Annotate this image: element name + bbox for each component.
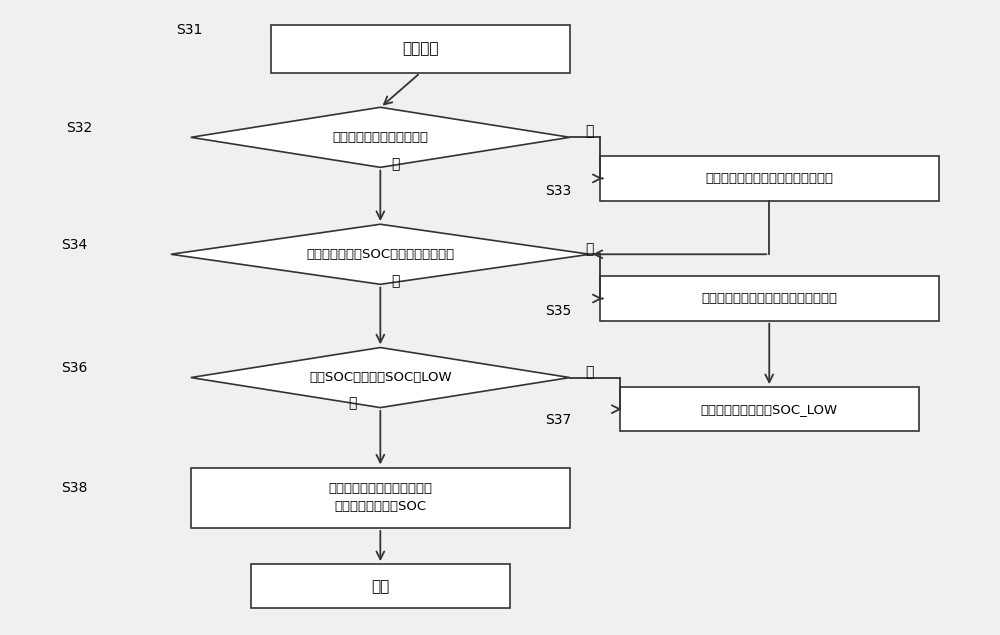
Text: 动力电池的当前SOC是否满足里程需求: 动力电池的当前SOC是否满足里程需求	[306, 248, 454, 261]
Bar	[251, 564, 510, 608]
Bar	[620, 387, 919, 431]
Text: 是: 是	[586, 242, 594, 256]
Text: 否: 否	[391, 274, 399, 288]
Text: 控制动力电池充电至SOC_LOW: 控制动力电池充电至SOC_LOW	[701, 403, 838, 416]
Bar	[191, 467, 570, 528]
Text: 回家模式或者设定里程模式: 回家模式或者设定里程模式	[332, 131, 428, 144]
Bar	[271, 25, 570, 72]
Text: S32: S32	[66, 121, 92, 135]
Text: 自动停止充电，电动汽车显示充电完成: 自动停止充电，电动汽车显示充电完成	[701, 292, 837, 305]
Text: S31: S31	[176, 23, 202, 37]
Polygon shape	[171, 224, 590, 284]
Polygon shape	[191, 347, 570, 408]
Text: S33: S33	[545, 184, 571, 198]
Text: S37: S37	[545, 413, 571, 427]
Text: 如果未启动充电则启动充电并
计算需求充电截止SOC: 如果未启动充电则启动充电并 计算需求充电截止SOC	[328, 482, 432, 513]
Text: S34: S34	[61, 237, 87, 252]
Bar	[600, 276, 939, 321]
Text: S35: S35	[545, 304, 571, 318]
Text: S38: S38	[61, 481, 88, 495]
Text: 否: 否	[586, 124, 594, 138]
Text: 当前SOC是否大于SOC瑧LOW: 当前SOC是否大于SOC瑧LOW	[309, 371, 452, 384]
Text: 是: 是	[348, 396, 357, 410]
Text: S36: S36	[61, 361, 88, 375]
Text: 系统启动: 系统启动	[402, 41, 438, 57]
Text: 返回: 返回	[371, 578, 389, 594]
Text: 根据动力电池装置确定默认充电电流: 根据动力电池装置确定默认充电电流	[705, 172, 833, 185]
Text: 是: 是	[391, 157, 399, 171]
Bar	[600, 156, 939, 201]
Text: 否: 否	[586, 366, 594, 380]
Polygon shape	[191, 107, 570, 168]
